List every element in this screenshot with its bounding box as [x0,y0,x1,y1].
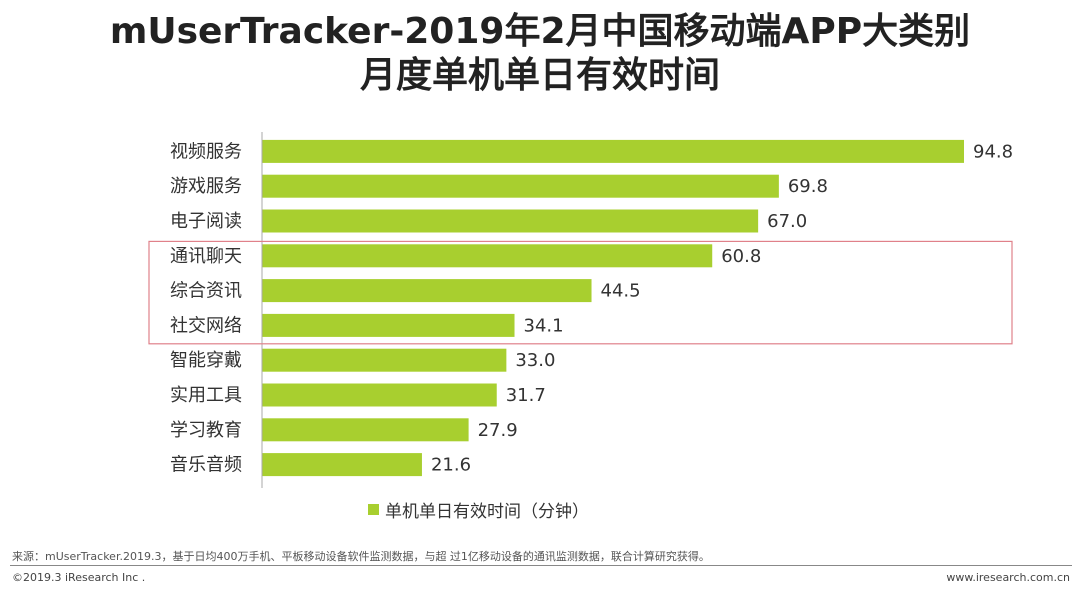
bar [262,383,497,407]
category-label: 学习教育 [170,420,242,441]
highlight-box [148,240,1013,345]
website-text: www.iresearch.com.cn [946,571,1070,584]
bar [262,209,759,233]
chart-title-line-1: mUserTracker-2019年2月中国移动端APP大类别 [109,11,971,52]
category-label: 音乐音频 [170,455,242,476]
value-label: 44.5 [601,281,641,302]
bar [262,174,779,198]
bar [262,348,507,372]
category-label: 电子阅读 [170,211,242,232]
legend: 单机单日有效时间（分钟） [368,497,589,522]
value-label: 34.1 [524,315,564,336]
value-label: 67.0 [767,211,807,232]
value-label: 60.8 [721,246,761,267]
value-label: 69.8 [788,176,828,197]
bar [262,418,469,442]
category-label: 实用工具 [170,385,242,406]
category-label: 游戏服务 [170,176,242,197]
category-label: 社交网络 [170,315,242,336]
category-label: 智能穿戴 [170,350,242,371]
bar [262,453,422,477]
footer-divider [10,565,1072,566]
value-label: 33.0 [515,350,555,371]
value-label: 94.8 [973,141,1013,162]
value-label: 27.9 [478,420,518,441]
bar [262,313,515,337]
value-label: 21.6 [431,455,471,476]
bar [262,244,713,268]
category-label: 视频服务 [170,141,242,162]
chart-title-line-2: 月度单机单日有效时间 [359,55,720,96]
category-label: 综合资讯 [170,281,242,302]
value-label: 31.7 [506,385,546,406]
legend-swatch [368,504,379,515]
category-label: 通讯聊天 [170,246,242,267]
bar [262,139,964,163]
bar [262,279,592,303]
copyright-text: ©2019.3 iResearch Inc . [12,571,146,584]
chart-title: mUserTracker-2019年2月中国移动端APP大类别 月度单机单日有效… [0,10,1080,98]
source-note: 来源：mUserTracker.2019.3，基于日均400万手机、平板移动设备… [12,550,710,563]
legend-label: 单机单日有效时间（分钟） [385,502,589,522]
